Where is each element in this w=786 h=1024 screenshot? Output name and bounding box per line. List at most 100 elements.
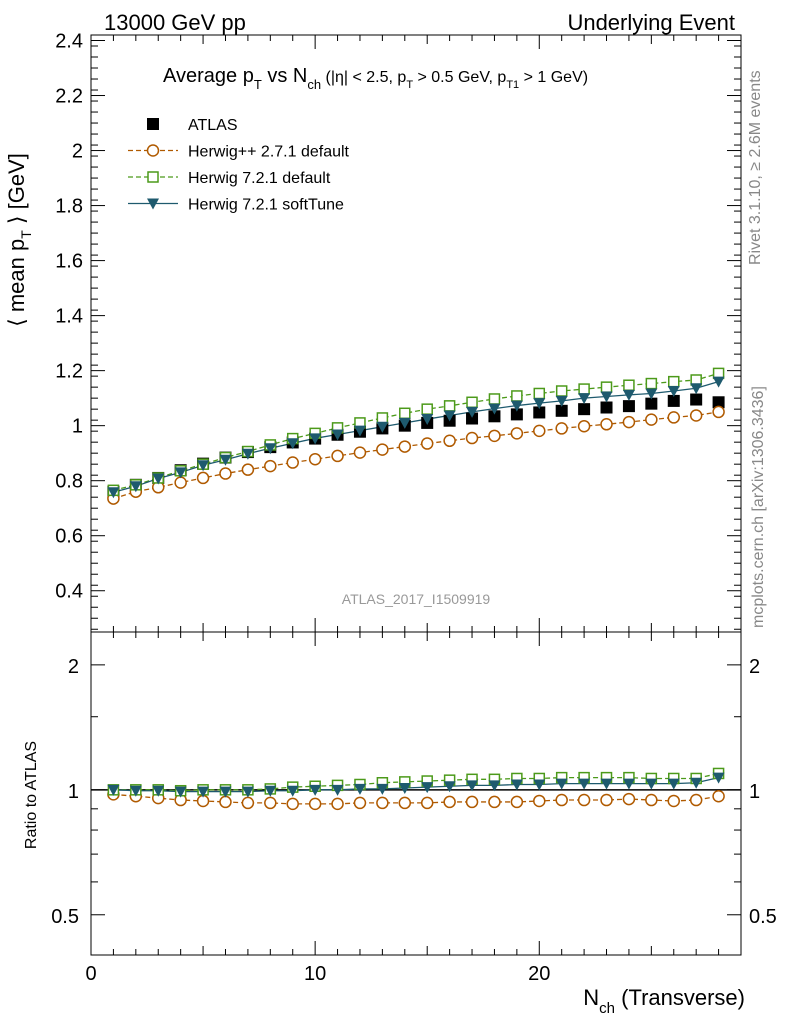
ratio-marker-herwig-2-7-1-default bbox=[353, 796, 367, 810]
ratio-marker-herwig-7-2-1-softtune bbox=[286, 785, 299, 797]
main-y-tick-label: 0.4 bbox=[55, 581, 83, 603]
main-marker-herwig-7-2-1-softtune bbox=[129, 481, 142, 493]
main-marker-atlas bbox=[667, 394, 680, 407]
main-marker-herwig-7-2-1-softtune bbox=[622, 389, 635, 401]
ratio-marker-herwig-7-2-1-softtune bbox=[421, 782, 434, 794]
ratio-y-tick-label: 1 bbox=[68, 781, 79, 803]
main-marker-herwig-2-7-1-default bbox=[196, 471, 210, 485]
legend-marker-herwig-7-2-1-default bbox=[147, 171, 159, 183]
ratio-marker-herwig-7-2-1-softtune bbox=[309, 784, 322, 796]
main-marker-herwig-7-2-1-default bbox=[668, 375, 680, 388]
main-marker-herwig-7-2-1-softtune bbox=[488, 403, 501, 415]
main-marker-herwig-7-2-1-softtune bbox=[667, 385, 680, 397]
ratio-panel-frame bbox=[90, 631, 742, 956]
main-marker-herwig-2-7-1-default bbox=[577, 419, 591, 433]
main-marker-atlas bbox=[488, 410, 501, 423]
ratio-marker-herwig-7-2-1-softtune bbox=[712, 772, 725, 784]
ratio-marker-herwig-7-2-1-softtune bbox=[622, 778, 635, 790]
main-marker-herwig-7-2-1-softtune bbox=[376, 421, 389, 433]
ratio-marker-herwig-7-2-1-softtune bbox=[443, 781, 456, 793]
main-line-herwig-2-7-1-default bbox=[113, 411, 719, 500]
main-marker-herwig-7-2-1-softtune bbox=[421, 414, 434, 426]
main-y-tick-label: 0.8 bbox=[55, 471, 83, 493]
main-marker-herwig-2-7-1-default bbox=[712, 405, 725, 419]
ratio-marker-herwig-7-2-1-softtune bbox=[510, 779, 523, 791]
main-marker-herwig-7-2-1-softtune bbox=[398, 417, 411, 429]
ratio-marker-herwig-7-2-1-softtune bbox=[667, 778, 680, 790]
ratio-marker-herwig-7-2-1-softtune bbox=[600, 778, 613, 790]
main-marker-herwig-7-2-1-softtune bbox=[331, 429, 344, 441]
main-marker-herwig-7-2-1-default bbox=[623, 379, 635, 391]
ratio-marker-herwig-7-2-1-softtune bbox=[174, 786, 187, 798]
ratio-y-axis-label: Ratio to ATLAS bbox=[23, 741, 40, 849]
main-marker-herwig-2-7-1-default bbox=[420, 437, 434, 450]
ratio-line-herwig-2-7-1-default bbox=[113, 793, 719, 805]
ratio-marker-herwig-2-7-1-default bbox=[667, 794, 681, 808]
main-marker-herwig-7-2-1-default bbox=[443, 400, 456, 412]
ratio-marker-herwig-2-7-1-default bbox=[555, 793, 568, 807]
main-y-axis-label: ⟨ mean pT ⟩ [GeV] bbox=[4, 153, 34, 327]
main-marker-herwig-7-2-1-default bbox=[466, 396, 478, 409]
main-marker-herwig-2-7-1-default bbox=[264, 459, 277, 473]
legend-marker-herwig-7-2-1-softtune bbox=[147, 198, 159, 210]
ratio-marker-herwig-7-2-1-softtune bbox=[690, 777, 703, 789]
ratio-marker-herwig-2-7-1-default bbox=[331, 797, 344, 811]
ratio-marker-herwig-7-2-1-softtune bbox=[152, 785, 165, 797]
main-y-tick-label: 2 bbox=[72, 141, 83, 163]
ratio-marker-herwig-7-2-1-softtune bbox=[264, 785, 277, 797]
main-marker-atlas bbox=[533, 406, 546, 419]
ratio-marker-herwig-7-2-1-softtune bbox=[331, 784, 344, 796]
ratio-y-tick-label: 0.5 bbox=[51, 906, 79, 928]
main-marker-herwig-7-2-1-softtune bbox=[466, 406, 479, 418]
main-marker-herwig-7-2-1-softtune bbox=[645, 388, 658, 400]
main-marker-herwig-7-2-1-softtune bbox=[219, 454, 232, 466]
main-series-group bbox=[107, 367, 725, 505]
ratio-marker-herwig-2-7-1-default bbox=[645, 793, 658, 807]
ratio-y-tick-label-right: 1 bbox=[749, 781, 760, 803]
main-marker-herwig-7-2-1-default bbox=[399, 407, 411, 420]
x-tick-label: 10 bbox=[304, 963, 326, 985]
legend: ATLAS Herwig++ 2.7.1 default Herwig 7.2.1 … bbox=[128, 117, 350, 214]
main-y-tick-label: 1.2 bbox=[55, 361, 83, 383]
ratio-y-ticks: 0.5 0.5 1 1 2 2 bbox=[51, 656, 777, 928]
analysis-watermark: ATLAS_2017_I1509919 bbox=[342, 591, 491, 607]
main-marker-herwig-7-2-1-softtune bbox=[309, 433, 322, 445]
x-tick-label: 0 bbox=[85, 963, 96, 985]
main-marker-herwig-7-2-1-softtune bbox=[241, 448, 254, 460]
main-marker-herwig-2-7-1-default bbox=[555, 422, 568, 435]
ratio-marker-herwig-7-2-1-softtune bbox=[466, 780, 479, 792]
ratio-y-tick-label-right: 2 bbox=[749, 656, 760, 678]
main-marker-herwig-7-2-1-softtune bbox=[443, 410, 456, 422]
main-y-tick-label: 1.8 bbox=[55, 196, 83, 218]
main-y-tick-label: 1.6 bbox=[55, 251, 83, 273]
ratio-marker-herwig-7-2-1-softtune bbox=[645, 778, 658, 790]
main-marker-herwig-7-2-1-softtune bbox=[264, 443, 277, 455]
main-marker-herwig-2-7-1-default bbox=[286, 456, 299, 469]
legend-label-herwig-2-7-1-default: Herwig++ 2.7.1 default bbox=[188, 144, 350, 161]
main-marker-herwig-7-2-1-softtune bbox=[286, 438, 299, 450]
main-y-ticks: 0.4 0.6 0.8 1 1.2 1.4 1.6 1.8 2 2.2 2.4 bbox=[55, 31, 741, 630]
main-line-herwig-7-2-1-softtune bbox=[113, 381, 719, 493]
main-marker-herwig-7-2-1-default bbox=[421, 403, 433, 415]
main-marker-herwig-7-2-1-softtune bbox=[600, 391, 613, 403]
ratio-marker-herwig-7-2-1-softtune bbox=[533, 779, 546, 791]
main-y-tick-label: 1 bbox=[72, 416, 83, 438]
main-marker-herwig-7-2-1-default bbox=[600, 381, 613, 393]
main-marker-herwig-7-2-1-softtune bbox=[690, 383, 703, 395]
main-marker-herwig-2-7-1-default bbox=[219, 467, 232, 480]
main-marker-herwig-2-7-1-default bbox=[331, 449, 344, 463]
main-marker-herwig-7-2-1-default bbox=[533, 387, 546, 400]
ratio-line-herwig-7-2-1-default bbox=[113, 772, 719, 792]
ratio-marker-herwig-2-7-1-default bbox=[600, 793, 613, 807]
ratio-marker-herwig-2-7-1-default bbox=[577, 793, 591, 807]
main-y-tick-label: 1.4 bbox=[55, 306, 83, 328]
main-marker-herwig-2-7-1-default bbox=[667, 411, 681, 424]
main-marker-herwig-7-2-1-softtune bbox=[107, 487, 120, 499]
main-marker-herwig-2-7-1-default bbox=[353, 446, 367, 459]
ratio-marker-herwig-7-2-1-softtune bbox=[197, 786, 210, 798]
ratio-marker-herwig-7-2-1-softtune bbox=[578, 778, 591, 790]
main-marker-atlas bbox=[466, 412, 479, 425]
main-marker-herwig-7-2-1-softtune bbox=[353, 425, 366, 437]
ratio-marker-herwig-2-7-1-default bbox=[420, 796, 434, 810]
